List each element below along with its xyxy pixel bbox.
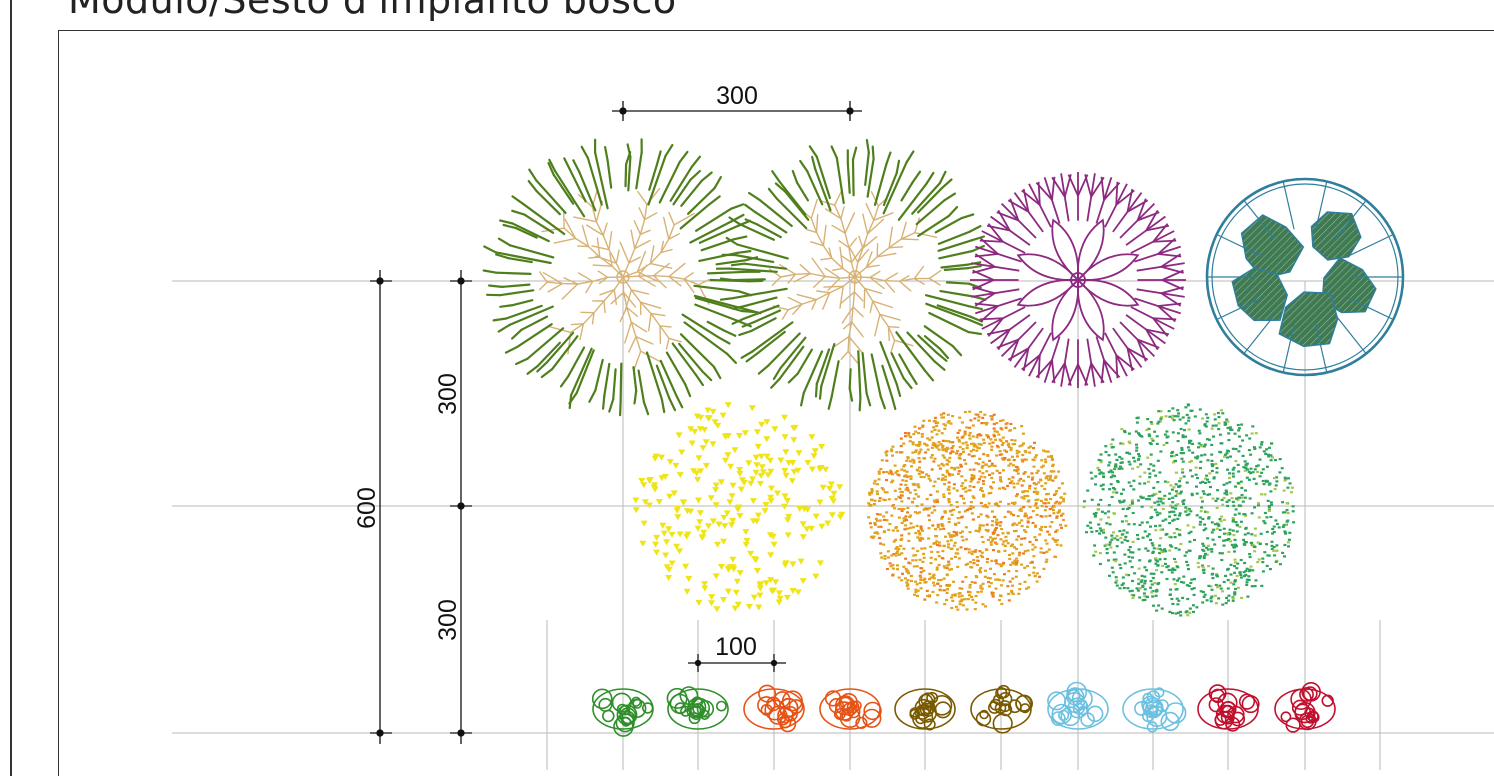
dim-label-left-upper: 300	[434, 373, 462, 415]
shrub-symbol-2	[666, 686, 729, 730]
shrub-symbol-5	[894, 688, 956, 731]
grid-columns-lower	[546, 620, 1381, 770]
dim-label-left-total: 600	[353, 487, 381, 529]
shrub-symbol-10	[1274, 681, 1336, 733]
shrub-symbols	[591, 681, 1336, 737]
dim-label-left-lower: 300	[434, 599, 462, 641]
dim-shrub-spacing	[688, 654, 786, 672]
dim-label-shrub-spacing: 100	[715, 633, 757, 661]
tree-teal-symbol	[1205, 177, 1405, 377]
tree-yellow-symbol	[632, 402, 846, 613]
shrub-symbol-1	[591, 688, 654, 737]
dim-left-sub	[450, 270, 472, 744]
dimension-lines	[370, 101, 862, 744]
dim-left-total	[370, 270, 392, 744]
shrub-symbol-3	[743, 684, 805, 733]
shrub-symbol-4	[819, 688, 882, 730]
tree-orange-symbol	[867, 410, 1068, 611]
tree-magenta-symbol	[970, 172, 1186, 388]
shrub-symbol-9	[1197, 684, 1260, 732]
tree-symbols	[482, 138, 1405, 617]
grid-lines	[172, 280, 1494, 770]
dim-top-width	[612, 101, 862, 121]
shrub-symbol-8	[1122, 687, 1187, 733]
outer-frame-line	[10, 0, 12, 776]
page-title: Modulo/Sesto d'impianto bosco	[68, 0, 677, 22]
dim-label-top-width: 300	[716, 82, 758, 110]
tree-olive-symbol-1	[482, 138, 764, 417]
tree-olive-symbol-2	[715, 139, 987, 412]
drawing-frame	[58, 30, 1494, 776]
shrub-symbol-6	[970, 684, 1034, 734]
shrub-symbol-7	[1047, 681, 1109, 730]
tree-green-symbol	[1082, 403, 1296, 617]
